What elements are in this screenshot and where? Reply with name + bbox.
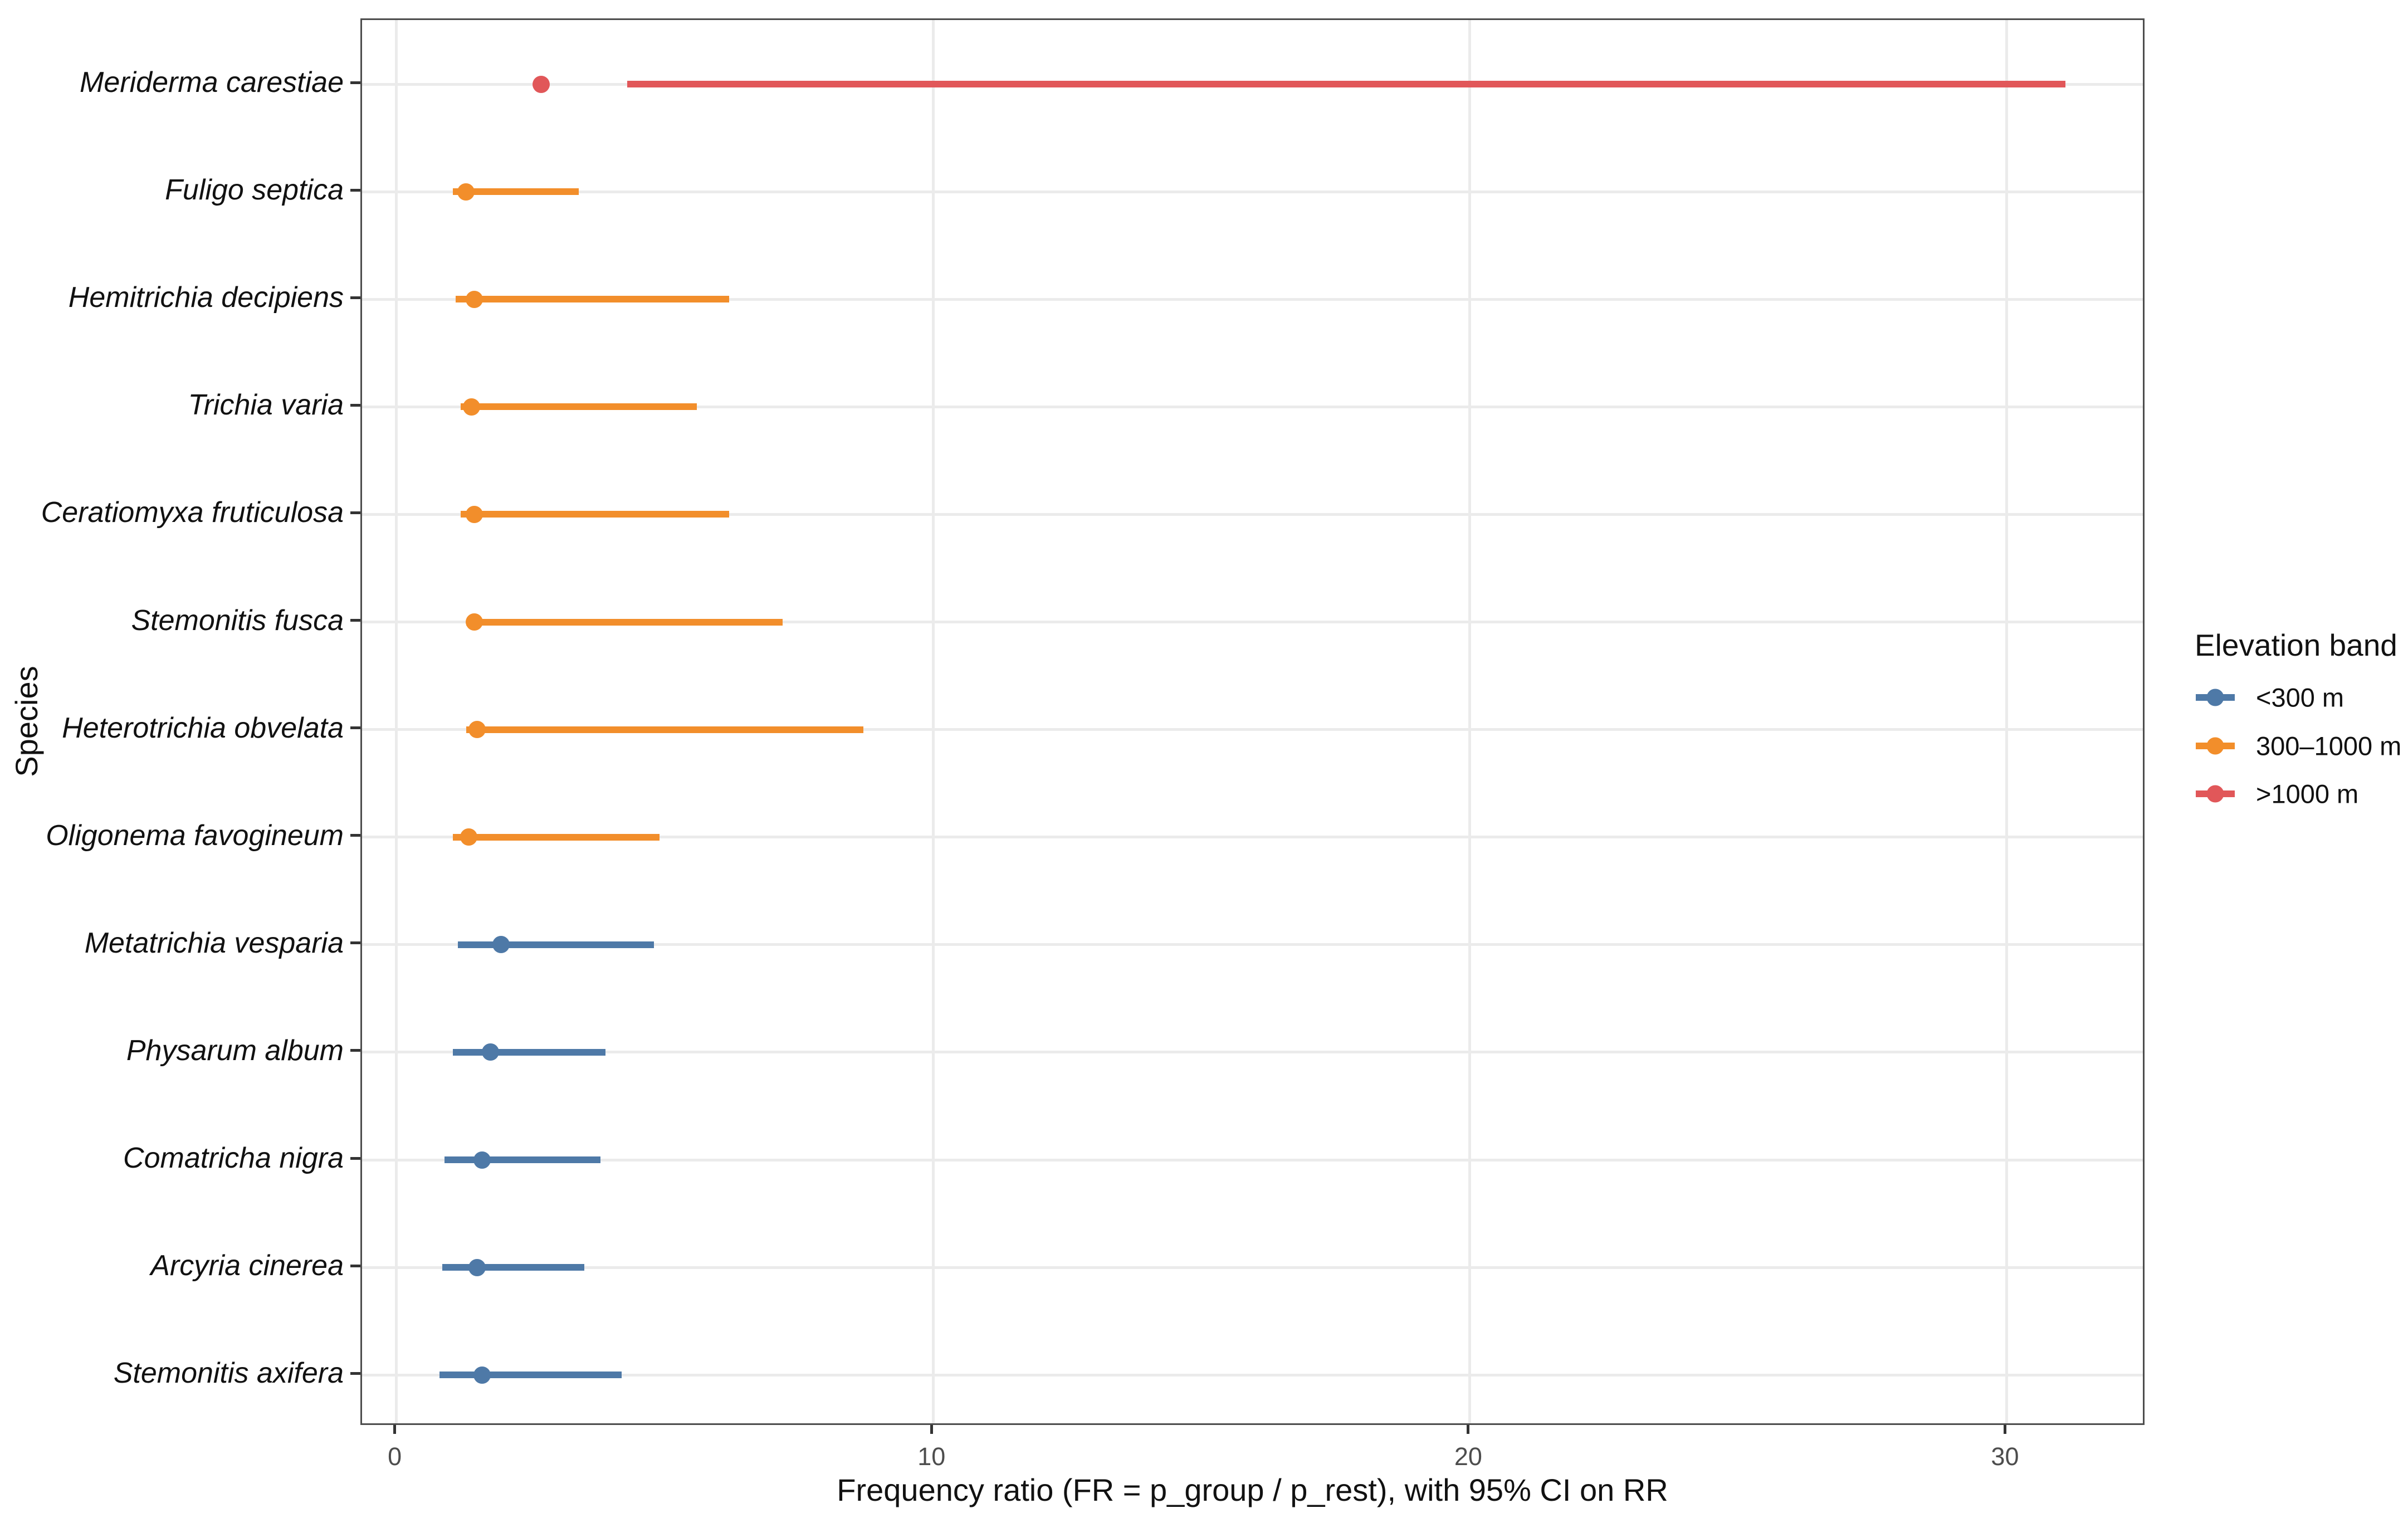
data-point: [465, 290, 483, 308]
data-point: [457, 183, 475, 201]
data-point: [492, 936, 510, 954]
ci-segment: [466, 618, 783, 626]
species-label: Ceratiomyxa fruticulosa: [41, 496, 344, 529]
y-tick: [350, 296, 360, 299]
species-label: Arcyria cinerea: [150, 1250, 344, 1282]
plot-panel: [360, 18, 2145, 1425]
gridline-horizontal: [362, 513, 2143, 516]
ci-segment: [439, 1372, 622, 1379]
legend-key-dot: [2206, 689, 2224, 706]
legend-key-dot: [2206, 785, 2224, 803]
data-point: [473, 1366, 491, 1384]
x-tick-label: 0: [388, 1442, 402, 1471]
gridline-horizontal: [362, 1266, 2143, 1269]
species-label: Metatrichia vesparia: [84, 926, 344, 959]
gridline-vertical: [2005, 20, 2008, 1423]
legend-item: 300–1000 m: [2189, 726, 2408, 765]
x-tick: [2003, 1425, 2006, 1434]
y-tick: [350, 1372, 360, 1375]
species-label: Oligonema favogineum: [46, 819, 344, 852]
legend-item-label: 300–1000 m: [2256, 731, 2402, 760]
data-point: [481, 1043, 499, 1061]
data-point: [465, 613, 483, 631]
ci-segment: [461, 403, 697, 411]
legend: Elevation band <300 m 300–1000 m >1000 m: [2189, 0, 2408, 1513]
gridline-horizontal: [362, 190, 2143, 193]
gridline-horizontal: [362, 728, 2143, 731]
ci-segment: [452, 188, 579, 196]
gridline-horizontal: [362, 1158, 2143, 1161]
gridline-horizontal: [362, 943, 2143, 946]
data-point: [465, 505, 483, 523]
species-label: Stemonitis axifera: [113, 1357, 344, 1390]
species-label: Comatricha nigra: [123, 1142, 344, 1174]
y-tick: [350, 188, 360, 192]
x-tick: [393, 1425, 397, 1434]
species-label: Trichia varia: [188, 389, 344, 422]
ci-segment: [627, 81, 2066, 87]
data-point: [533, 75, 550, 93]
gridline-horizontal: [362, 297, 2143, 301]
data-point: [468, 721, 486, 739]
y-tick: [350, 1264, 360, 1267]
y-tick: [350, 403, 360, 407]
data-point: [463, 398, 481, 416]
species-label: Hemitrichia decipiens: [68, 281, 344, 314]
species-label: Fuligo septica: [165, 174, 344, 207]
y-tick: [350, 1049, 360, 1052]
x-axis-title: Frequency ratio (FR = p_group / p_rest),…: [837, 1472, 1668, 1507]
data-point: [473, 1151, 491, 1169]
legend-item-label: >1000 m: [2256, 779, 2359, 809]
species-label: Physarum album: [126, 1034, 344, 1067]
gridline-horizontal: [362, 1373, 2143, 1377]
gridline-vertical: [395, 20, 398, 1423]
data-point: [468, 1258, 486, 1276]
gridline-horizontal: [362, 1051, 2143, 1054]
y-tick: [350, 1156, 360, 1160]
legend-key: [2196, 689, 2235, 736]
y-tick: [350, 81, 360, 84]
y-tick: [350, 619, 360, 622]
legend-title: Elevation band: [2195, 628, 2397, 662]
y-tick: [350, 941, 360, 945]
x-tick-label: 30: [1991, 1442, 2019, 1471]
ci-segment: [452, 833, 660, 841]
gridline-horizontal: [362, 836, 2143, 839]
y-tick: [350, 726, 360, 730]
ci-segment: [461, 511, 730, 518]
ci-segment: [445, 1156, 600, 1163]
ci-segment: [442, 1264, 584, 1271]
gridline-horizontal: [362, 621, 2143, 623]
species-label: Meriderma carestiae: [80, 66, 344, 99]
x-tick: [930, 1425, 933, 1434]
species-label: Stemonitis fusca: [131, 604, 344, 637]
legend-key: [2196, 785, 2235, 833]
gridline-horizontal: [362, 405, 2143, 408]
x-tick-label: 10: [917, 1442, 946, 1471]
x-tick-label: 20: [1454, 1442, 1482, 1471]
legend-key-dot: [2206, 737, 2224, 754]
ci-segment: [452, 1048, 606, 1056]
gridline-vertical: [1468, 20, 1472, 1423]
legend-item: <300 m: [2189, 678, 2408, 717]
ci-segment: [455, 296, 730, 303]
y-axis-title: Species: [9, 666, 44, 777]
ci-segment: [458, 941, 654, 948]
ci-segment: [466, 726, 863, 733]
species-label: Heterotrichia obvelata: [62, 711, 344, 744]
legend-item-label: <300 m: [2256, 682, 2344, 712]
gridline-vertical: [931, 20, 935, 1423]
y-tick: [350, 511, 360, 514]
x-tick: [1467, 1425, 1470, 1434]
legend-key: [2196, 737, 2235, 785]
legend-item: >1000 m: [2189, 774, 2408, 813]
y-tick: [350, 834, 360, 837]
data-point: [460, 828, 478, 846]
